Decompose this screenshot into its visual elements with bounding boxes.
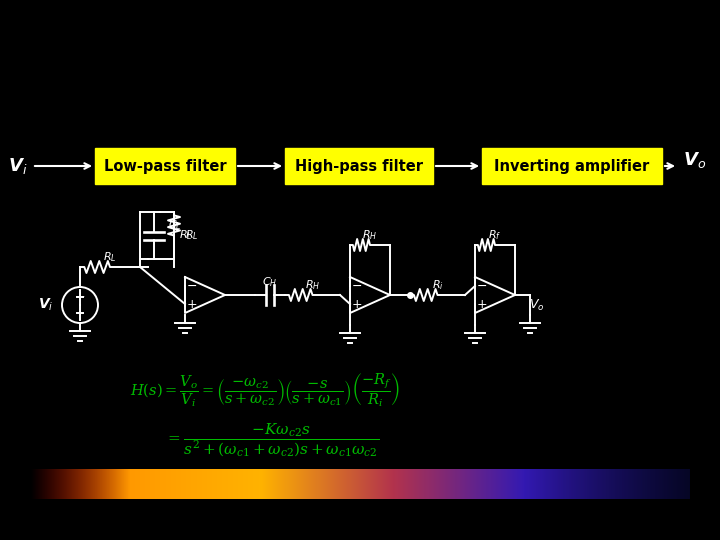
Text: V$_i$: V$_i$ [8, 156, 28, 176]
Text: $R_L$: $R_L$ [185, 228, 199, 242]
Text: +: + [351, 298, 362, 310]
FancyBboxPatch shape [95, 148, 235, 184]
Text: $V_o$: $V_o$ [529, 298, 545, 313]
Text: $R_H$: $R_H$ [362, 228, 378, 242]
Text: $R_L$: $R_L$ [103, 250, 117, 264]
Text: +: + [477, 298, 487, 310]
Text: $R_f$: $R_f$ [488, 228, 502, 242]
Text: $= \dfrac{-K\omega_{c2}s}{s^2+(\omega_{c1}+\omega_{c2})s+\omega_{c1}\omega_{c2}}: $= \dfrac{-K\omega_{c2}s}{s^2+(\omega_{c… [165, 421, 379, 458]
FancyBboxPatch shape [285, 148, 433, 184]
Text: −: − [352, 280, 362, 293]
Text: $H(s) = \dfrac{V_o}{V_i} = \left(\dfrac{-\omega_{c2}}{s+\omega_{c2}}\right)\left: $H(s) = \dfrac{V_o}{V_i} = \left(\dfrac{… [130, 372, 400, 409]
Text: +: + [75, 289, 85, 302]
Text: −: − [477, 280, 487, 293]
Text: +: + [186, 298, 197, 310]
Text: V$_o$: V$_o$ [683, 150, 706, 170]
Text: −: − [186, 280, 197, 293]
FancyBboxPatch shape [482, 148, 662, 184]
Text: $R_L$: $R_L$ [179, 228, 193, 242]
Text: V$_i$: V$_i$ [38, 297, 54, 313]
Text: High-pass filter: High-pass filter [295, 159, 423, 173]
Text: $C_H$: $C_H$ [262, 275, 278, 289]
Text: Inverting amplifier: Inverting amplifier [495, 159, 649, 173]
Text: $R_i$: $R_i$ [431, 278, 444, 292]
Text: $R_H$: $R_H$ [305, 278, 320, 292]
Text: Low-pass filter: Low-pass filter [104, 159, 226, 173]
Text: $C_L$: $C_L$ [168, 219, 181, 232]
